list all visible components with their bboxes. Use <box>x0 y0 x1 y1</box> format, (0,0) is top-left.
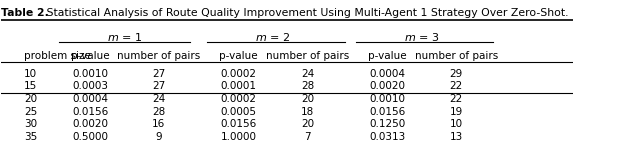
Text: 0.0002: 0.0002 <box>221 94 257 104</box>
Text: 27: 27 <box>152 82 165 91</box>
Text: 29: 29 <box>449 69 463 79</box>
Text: 25: 25 <box>24 107 38 117</box>
Text: 20: 20 <box>24 94 37 104</box>
Text: problem size: problem size <box>24 51 91 61</box>
Text: Statistical Analysis of Route Quality Improvement Using Multi-Agent 1 Strategy O: Statistical Analysis of Route Quality Im… <box>43 8 568 18</box>
Text: 15: 15 <box>24 82 38 91</box>
Text: 18: 18 <box>301 107 314 117</box>
Text: number of pairs: number of pairs <box>266 51 349 61</box>
Text: 20: 20 <box>301 94 314 104</box>
Text: 19: 19 <box>449 107 463 117</box>
Text: 10: 10 <box>449 119 463 129</box>
Text: 0.0002: 0.0002 <box>221 69 257 79</box>
Text: $m$ = 2: $m$ = 2 <box>255 31 291 43</box>
Text: number of pairs: number of pairs <box>415 51 498 61</box>
Text: 24: 24 <box>301 69 314 79</box>
Text: 0.0004: 0.0004 <box>369 69 406 79</box>
Text: 27: 27 <box>152 69 165 79</box>
Text: 30: 30 <box>24 119 37 129</box>
Text: 1.0000: 1.0000 <box>221 132 257 142</box>
Text: Table 2.: Table 2. <box>1 8 49 18</box>
Text: 20: 20 <box>301 119 314 129</box>
Text: $m$ = 3: $m$ = 3 <box>404 31 440 43</box>
Text: 0.5000: 0.5000 <box>72 132 108 142</box>
Text: 22: 22 <box>449 94 463 104</box>
Text: 28: 28 <box>152 107 165 117</box>
Text: 0.0020: 0.0020 <box>72 119 108 129</box>
Text: 0.0313: 0.0313 <box>369 132 406 142</box>
Text: 28: 28 <box>301 82 314 91</box>
Text: 0.0010: 0.0010 <box>72 69 108 79</box>
Text: 24: 24 <box>152 94 165 104</box>
Text: 7: 7 <box>304 132 311 142</box>
Text: $m$ = 1: $m$ = 1 <box>107 31 142 43</box>
Text: 35: 35 <box>24 132 38 142</box>
Text: 16: 16 <box>152 119 165 129</box>
Text: 9: 9 <box>156 132 162 142</box>
Text: 13: 13 <box>449 132 463 142</box>
Text: 0.0156: 0.0156 <box>72 107 108 117</box>
Text: 22: 22 <box>449 82 463 91</box>
Text: 0.0156: 0.0156 <box>369 107 406 117</box>
Text: 0.0005: 0.0005 <box>221 107 257 117</box>
Text: 0.1250: 0.1250 <box>369 119 406 129</box>
Text: p-value: p-value <box>220 51 258 61</box>
Text: 0.0010: 0.0010 <box>369 94 406 104</box>
Text: 0.0003: 0.0003 <box>72 82 108 91</box>
Text: p-value: p-value <box>368 51 407 61</box>
Text: 10: 10 <box>24 69 37 79</box>
Text: 0.0156: 0.0156 <box>221 119 257 129</box>
Text: 0.0004: 0.0004 <box>72 94 108 104</box>
Text: number of pairs: number of pairs <box>117 51 200 61</box>
Text: 0.0001: 0.0001 <box>221 82 257 91</box>
Text: p-value: p-value <box>71 51 109 61</box>
Text: 0.0020: 0.0020 <box>369 82 406 91</box>
